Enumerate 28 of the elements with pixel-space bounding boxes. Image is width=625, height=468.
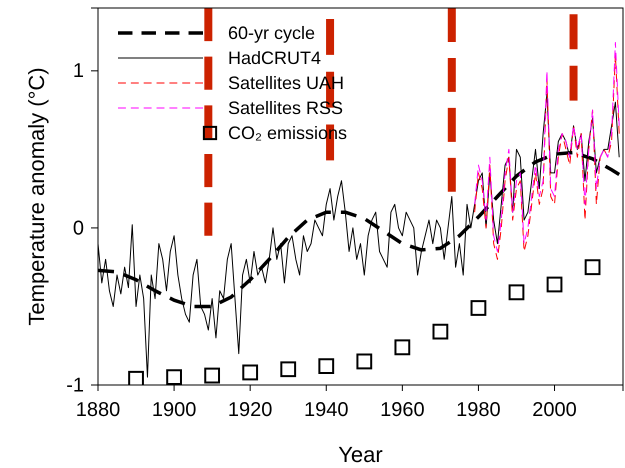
- x-tick-label: 1920: [228, 399, 272, 421]
- y-tick-label: 0: [72, 217, 84, 240]
- x-tick-label: 2000: [532, 399, 577, 421]
- point: [584, 259, 600, 276]
- point: [280, 361, 296, 378]
- legend-label: Satellites RSS: [228, 98, 344, 118]
- point: [394, 339, 410, 356]
- point: [242, 364, 258, 380]
- point: [166, 369, 182, 385]
- y-tick-label: -1: [66, 374, 84, 396]
- x-tick-label: 1940: [304, 399, 349, 421]
- point: [546, 276, 562, 292]
- y-axis-title: Temperature anomaly (°C): [24, 67, 49, 326]
- legend-label: HadCRUT4: [228, 48, 322, 68]
- point: [432, 324, 448, 340]
- point: [470, 300, 486, 316]
- legend-label: 60-yr cycle: [228, 23, 316, 43]
- y-tick-label: 1: [72, 60, 84, 82]
- point: [508, 284, 524, 300]
- x-tick-label: 1980: [456, 399, 501, 421]
- point: [318, 358, 334, 374]
- point: [128, 370, 144, 385]
- x-tick-label: 1960: [380, 399, 425, 421]
- x-tick-label: 1900: [152, 399, 196, 421]
- x-axis-title: Year: [338, 442, 383, 467]
- point: [204, 368, 220, 384]
- point: [356, 354, 372, 370]
- x-tick-label: 1880: [76, 399, 120, 421]
